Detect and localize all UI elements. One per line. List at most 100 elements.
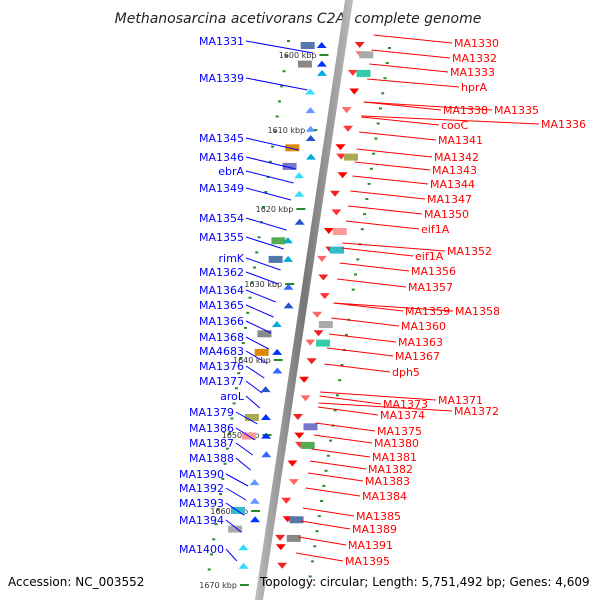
- scale-dot: [246, 311, 250, 314]
- forward-gene-arrow: [272, 367, 283, 374]
- reverse-gene-arrow: [288, 479, 299, 486]
- scale-dot: [313, 545, 317, 548]
- right-leader-line: [361, 115, 540, 125]
- right-leader-line: [352, 175, 429, 185]
- left-leader-line: [245, 40, 314, 54]
- forward-gene-arrow: [305, 135, 316, 141]
- forward-gene-arrow: [249, 479, 260, 486]
- gene-bar: [289, 516, 304, 524]
- scale-dot: [363, 213, 367, 216]
- reverse-gene-arrow: [347, 69, 358, 76]
- scale-dot: [381, 92, 385, 95]
- backbone-line: [255, 0, 353, 600]
- left-leader-line: [225, 473, 249, 487]
- right-gene-label: MA1343: [432, 164, 477, 177]
- scale-dot: [344, 333, 348, 336]
- forward-gene-arrow: [305, 88, 316, 95]
- scale-dot: [338, 379, 342, 382]
- gene-bar: [300, 441, 315, 449]
- reverse-gene-arrow: [318, 274, 329, 281]
- scale-dot: [369, 167, 373, 170]
- reverse-gene-arrow: [306, 358, 317, 365]
- right-gene-label: MA1372: [454, 405, 499, 418]
- left-leader-line: [245, 187, 292, 201]
- scale-dot: [262, 206, 266, 209]
- right-gene-label: MA1389: [352, 523, 397, 536]
- right-gene-label: MA1380: [374, 437, 419, 450]
- right-leader-line: [373, 34, 453, 44]
- right-leader-line: [371, 49, 451, 59]
- reverse-gene-arrow: [329, 190, 340, 197]
- left-gene-label: MA4683: [199, 345, 244, 358]
- right-leader-line: [333, 302, 404, 312]
- scale-dot: [275, 115, 279, 118]
- reverse-gene-arrow: [281, 497, 292, 504]
- scale-dot: [383, 77, 387, 80]
- right-leader-line: [298, 536, 347, 546]
- gene-bar: [316, 339, 331, 347]
- gene-bar: [282, 162, 297, 170]
- scale-dot: [333, 409, 337, 412]
- scale-dot: [329, 439, 333, 442]
- right-gene-label: MA1330: [454, 37, 499, 50]
- right-leader-line: [359, 131, 437, 141]
- scale-dot: [324, 469, 328, 472]
- gene-bar: [303, 423, 318, 431]
- genome-title: Methanosarcina acetivorans C2A, complete…: [115, 11, 482, 27]
- gene-bar: [356, 69, 371, 77]
- gene-bar: [286, 534, 301, 542]
- reverse-gene-arrow: [287, 460, 298, 467]
- right-gene-label: MA1363: [398, 336, 443, 349]
- right-gene-label: MA1335: [494, 104, 539, 117]
- right-leader-line: [302, 507, 355, 517]
- reverse-gene-arrow: [294, 432, 305, 439]
- left-gene-label: MA1339: [199, 72, 244, 85]
- scale-dot: [257, 236, 261, 239]
- forward-gene-arrow: [283, 283, 294, 290]
- forward-gene-arrow: [317, 69, 328, 76]
- right-gene-label: MA1384: [362, 490, 407, 503]
- left-gene-label: MA1392: [179, 482, 224, 495]
- gene-bar: [359, 51, 374, 59]
- right-gene-label: MA1360: [401, 320, 446, 333]
- right-leader-line: [369, 63, 449, 73]
- right-gene-label: eif1A: [415, 250, 444, 263]
- scale-dot: [326, 454, 330, 457]
- right-gene-label: MA1347: [427, 193, 472, 206]
- gene-bar: [257, 330, 272, 338]
- scale-dot: [287, 40, 290, 42]
- scale-dot: [243, 326, 247, 329]
- reverse-gene-arrow: [331, 209, 342, 216]
- gene-bar: [244, 414, 259, 421]
- gene-bar: [228, 525, 243, 533]
- right-leader-line: [326, 347, 394, 357]
- scale-dot: [271, 145, 275, 148]
- forward-gene-arrow: [305, 107, 316, 114]
- forward-gene-arrow: [294, 172, 305, 179]
- forward-gene-arrow: [249, 497, 260, 504]
- reverse-gene-arrow: [341, 107, 352, 114]
- right-leader-line: [317, 406, 379, 416]
- reverse-gene-arrow: [305, 339, 316, 346]
- right-leader-line: [305, 487, 361, 497]
- left-leader-line: [245, 77, 308, 91]
- right-gene-label: MA1356: [411, 265, 456, 278]
- kbp-label: 1600 kbp: [279, 51, 317, 60]
- right-leader-line: [361, 116, 440, 126]
- forward-gene-arrow: [250, 516, 261, 523]
- scale-dot: [284, 55, 288, 58]
- left-leader-line: [225, 502, 245, 516]
- right-leader-line: [337, 278, 407, 288]
- right-gene-label: MA1382: [368, 463, 413, 476]
- reverse-gene-arrow: [312, 311, 323, 318]
- scale-dot: [239, 357, 243, 360]
- forward-gene-arrow: [272, 348, 283, 355]
- scale-dot: [232, 402, 236, 405]
- scale-dot: [360, 228, 364, 231]
- kbp-label: 1640 kbp: [233, 356, 271, 365]
- left-leader-line: [245, 304, 274, 318]
- forward-gene-arrow: [271, 321, 282, 327]
- left-leader-line: [235, 457, 251, 471]
- reverse-gene-arrow: [354, 42, 365, 48]
- left-gene-label: MA1376: [199, 360, 244, 373]
